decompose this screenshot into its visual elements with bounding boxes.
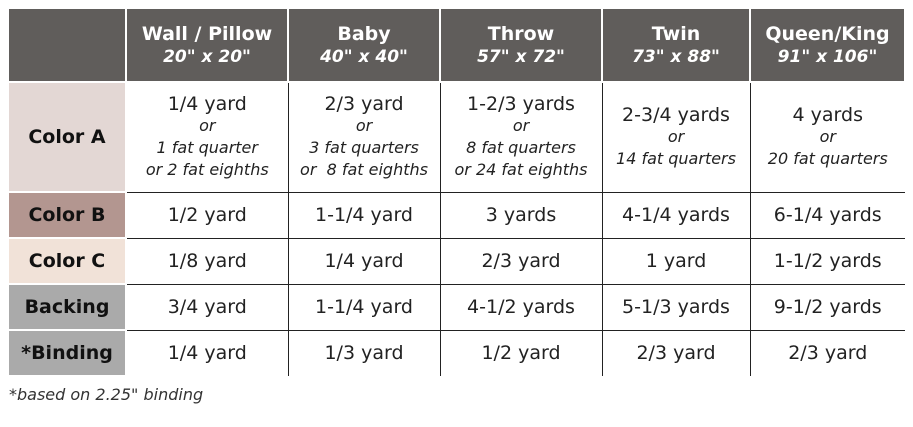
cell-value: 2/3 yard — [636, 342, 716, 365]
cell-value: 3/4 yard — [167, 296, 247, 318]
table-cell: 5-1/3 yards — [602, 284, 751, 331]
column-name: Throw — [487, 23, 555, 45]
cell-value: 2/3 yard — [324, 93, 404, 116]
column-header-baby: Baby 40" x 40" — [287, 7, 441, 83]
cell-value: 2/3 yard — [481, 250, 561, 272]
cell-value: 2-3/4 yards — [622, 104, 730, 127]
table-cell: 1/4 yard or 1 fat quarter or 2 fat eight… — [126, 82, 289, 193]
cell-value: 2/3 yard — [788, 342, 868, 365]
table-cell: 1-1/4 yard — [288, 284, 441, 331]
cell-value: 1/2 yard — [167, 204, 247, 226]
column-header-twin: Twin 73" x 88" — [601, 7, 751, 83]
table-cell: 3/4 yard — [126, 284, 289, 331]
cell-value: 5-1/3 yards — [622, 296, 730, 318]
row-label-backing: Backing — [7, 283, 127, 331]
table-cell: 4-1/4 yards — [602, 192, 751, 239]
column-size: 20" x 20" — [163, 47, 251, 67]
cell-value: 1 yard — [645, 250, 707, 272]
table-cell: 1-1/4 yard — [288, 192, 441, 239]
cell-or: or — [355, 116, 373, 136]
column-header-throw: Throw 57" x 72" — [439, 7, 603, 83]
column-name: Queen/King — [765, 23, 890, 45]
fabric-requirements-table: Wall / Pillow 20" x 20" Baby 40" x 40" T… — [7, 7, 906, 377]
column-size: 40" x 40" — [320, 47, 408, 67]
table-cell: 1-2/3 yards or 8 fat quarters or 24 fat … — [440, 82, 603, 193]
table-row-backing: Backing 3/4 yard 1-1/4 yard 4-1/2 yards … — [7, 283, 905, 331]
table-cell: 3 yards — [440, 192, 603, 239]
binding-footnote: *based on 2.25" binding — [9, 385, 204, 404]
table-cell: 1/2 yard — [126, 192, 289, 239]
table-cell: 4-1/2 yards — [440, 284, 603, 331]
cell-alt: or 8 fat eighths — [300, 160, 428, 180]
cell-alt: 1 fat quarter — [156, 138, 258, 158]
row-label-binding: *Binding — [7, 329, 127, 377]
column-header-wall-pillow: Wall / Pillow 20" x 20" — [125, 7, 289, 83]
table-cell: 2/3 yard — [440, 238, 603, 285]
table-cell: 1/3 yard — [288, 330, 441, 376]
cell-alt: 20 fat quarters — [767, 149, 888, 169]
table-cell: 2/3 yard or 3 fat quarters or 8 fat eigh… — [288, 82, 441, 193]
row-label-color-b: Color B — [7, 191, 127, 239]
cell-or: or — [667, 127, 685, 147]
cell-or: or — [199, 116, 216, 136]
cell-value: 1-1/4 yard — [315, 296, 413, 318]
cell-value: 1-2/3 yards — [467, 93, 575, 116]
cell-value: 1-1/4 yard — [315, 204, 413, 226]
cell-or: or — [512, 116, 530, 136]
column-size: 57" x 72" — [477, 47, 565, 67]
table-row-color-b: Color B 1/2 yard 1-1/4 yard 3 yards 4-1/… — [7, 191, 905, 239]
cell-value: 1/2 yard — [481, 342, 561, 365]
table-row-color-c: Color C 1/8 yard 1/4 yard 2/3 yard 1 yar… — [7, 237, 905, 285]
table-cell: 1/2 yard — [440, 330, 603, 376]
table-cell: 9-1/2 yards — [750, 284, 905, 331]
cell-value: 1/8 yard — [167, 250, 247, 272]
column-size: 73" x 88" — [632, 47, 720, 67]
header-row: Wall / Pillow 20" x 20" Baby 40" x 40" T… — [7, 7, 906, 83]
cell-value: 1-1/2 yards — [773, 250, 882, 272]
cell-or: or — [819, 127, 836, 147]
cell-value: 3 yards — [485, 204, 557, 226]
table-cell: 2/3 yard — [602, 330, 751, 376]
cell-value: 6-1/4 yards — [773, 204, 882, 226]
cell-alt: 14 fat quarters — [616, 149, 736, 169]
column-name: Baby — [337, 23, 391, 45]
table-cell: 1/4 yard — [288, 238, 441, 285]
table-row-color-a: Color A 1/4 yard or 1 fat quarter or 2 f… — [7, 81, 905, 193]
cell-alt: or 24 fat eighths — [454, 160, 588, 180]
row-label-color-a: Color A — [7, 81, 127, 193]
cell-alt: 3 fat quarters — [309, 138, 419, 158]
table-cell: 1 yard — [602, 238, 751, 285]
table-cell: 1/8 yard — [126, 238, 289, 285]
cell-alt: 8 fat quarters — [466, 138, 576, 158]
table-cell: 2-3/4 yards or 14 fat quarters — [602, 82, 751, 193]
row-label-color-c: Color C — [7, 237, 127, 285]
cell-value: 1/4 yard — [167, 342, 247, 365]
column-header-queen-king: Queen/King 91" x 106" — [749, 7, 906, 83]
cell-value: 4-1/4 yards — [622, 204, 730, 226]
column-name: Wall / Pillow — [141, 23, 273, 45]
column-size: 91" x 106" — [777, 47, 878, 67]
table-cell: 1-1/2 yards — [750, 238, 905, 285]
cell-value: 4-1/2 yards — [467, 296, 575, 318]
corner-cell — [7, 7, 127, 83]
cell-value: 1/4 yard — [167, 93, 247, 116]
table-cell: 2/3 yard — [750, 330, 905, 376]
cell-alt: or 2 fat eighths — [145, 160, 269, 180]
column-name: Twin — [651, 23, 701, 45]
table-cell: 4 yards or 20 fat quarters — [750, 82, 905, 193]
cell-value: 1/4 yard — [324, 250, 404, 272]
cell-value: 1/3 yard — [324, 342, 404, 365]
table-row-binding: *Binding 1/4 yard 1/3 yard 1/2 yard 2/3 … — [7, 329, 905, 377]
cell-value: 4 yards — [792, 104, 863, 127]
cell-value: 9-1/2 yards — [773, 296, 882, 318]
table-cell: 6-1/4 yards — [750, 192, 905, 239]
table-cell: 1/4 yard — [126, 330, 289, 376]
